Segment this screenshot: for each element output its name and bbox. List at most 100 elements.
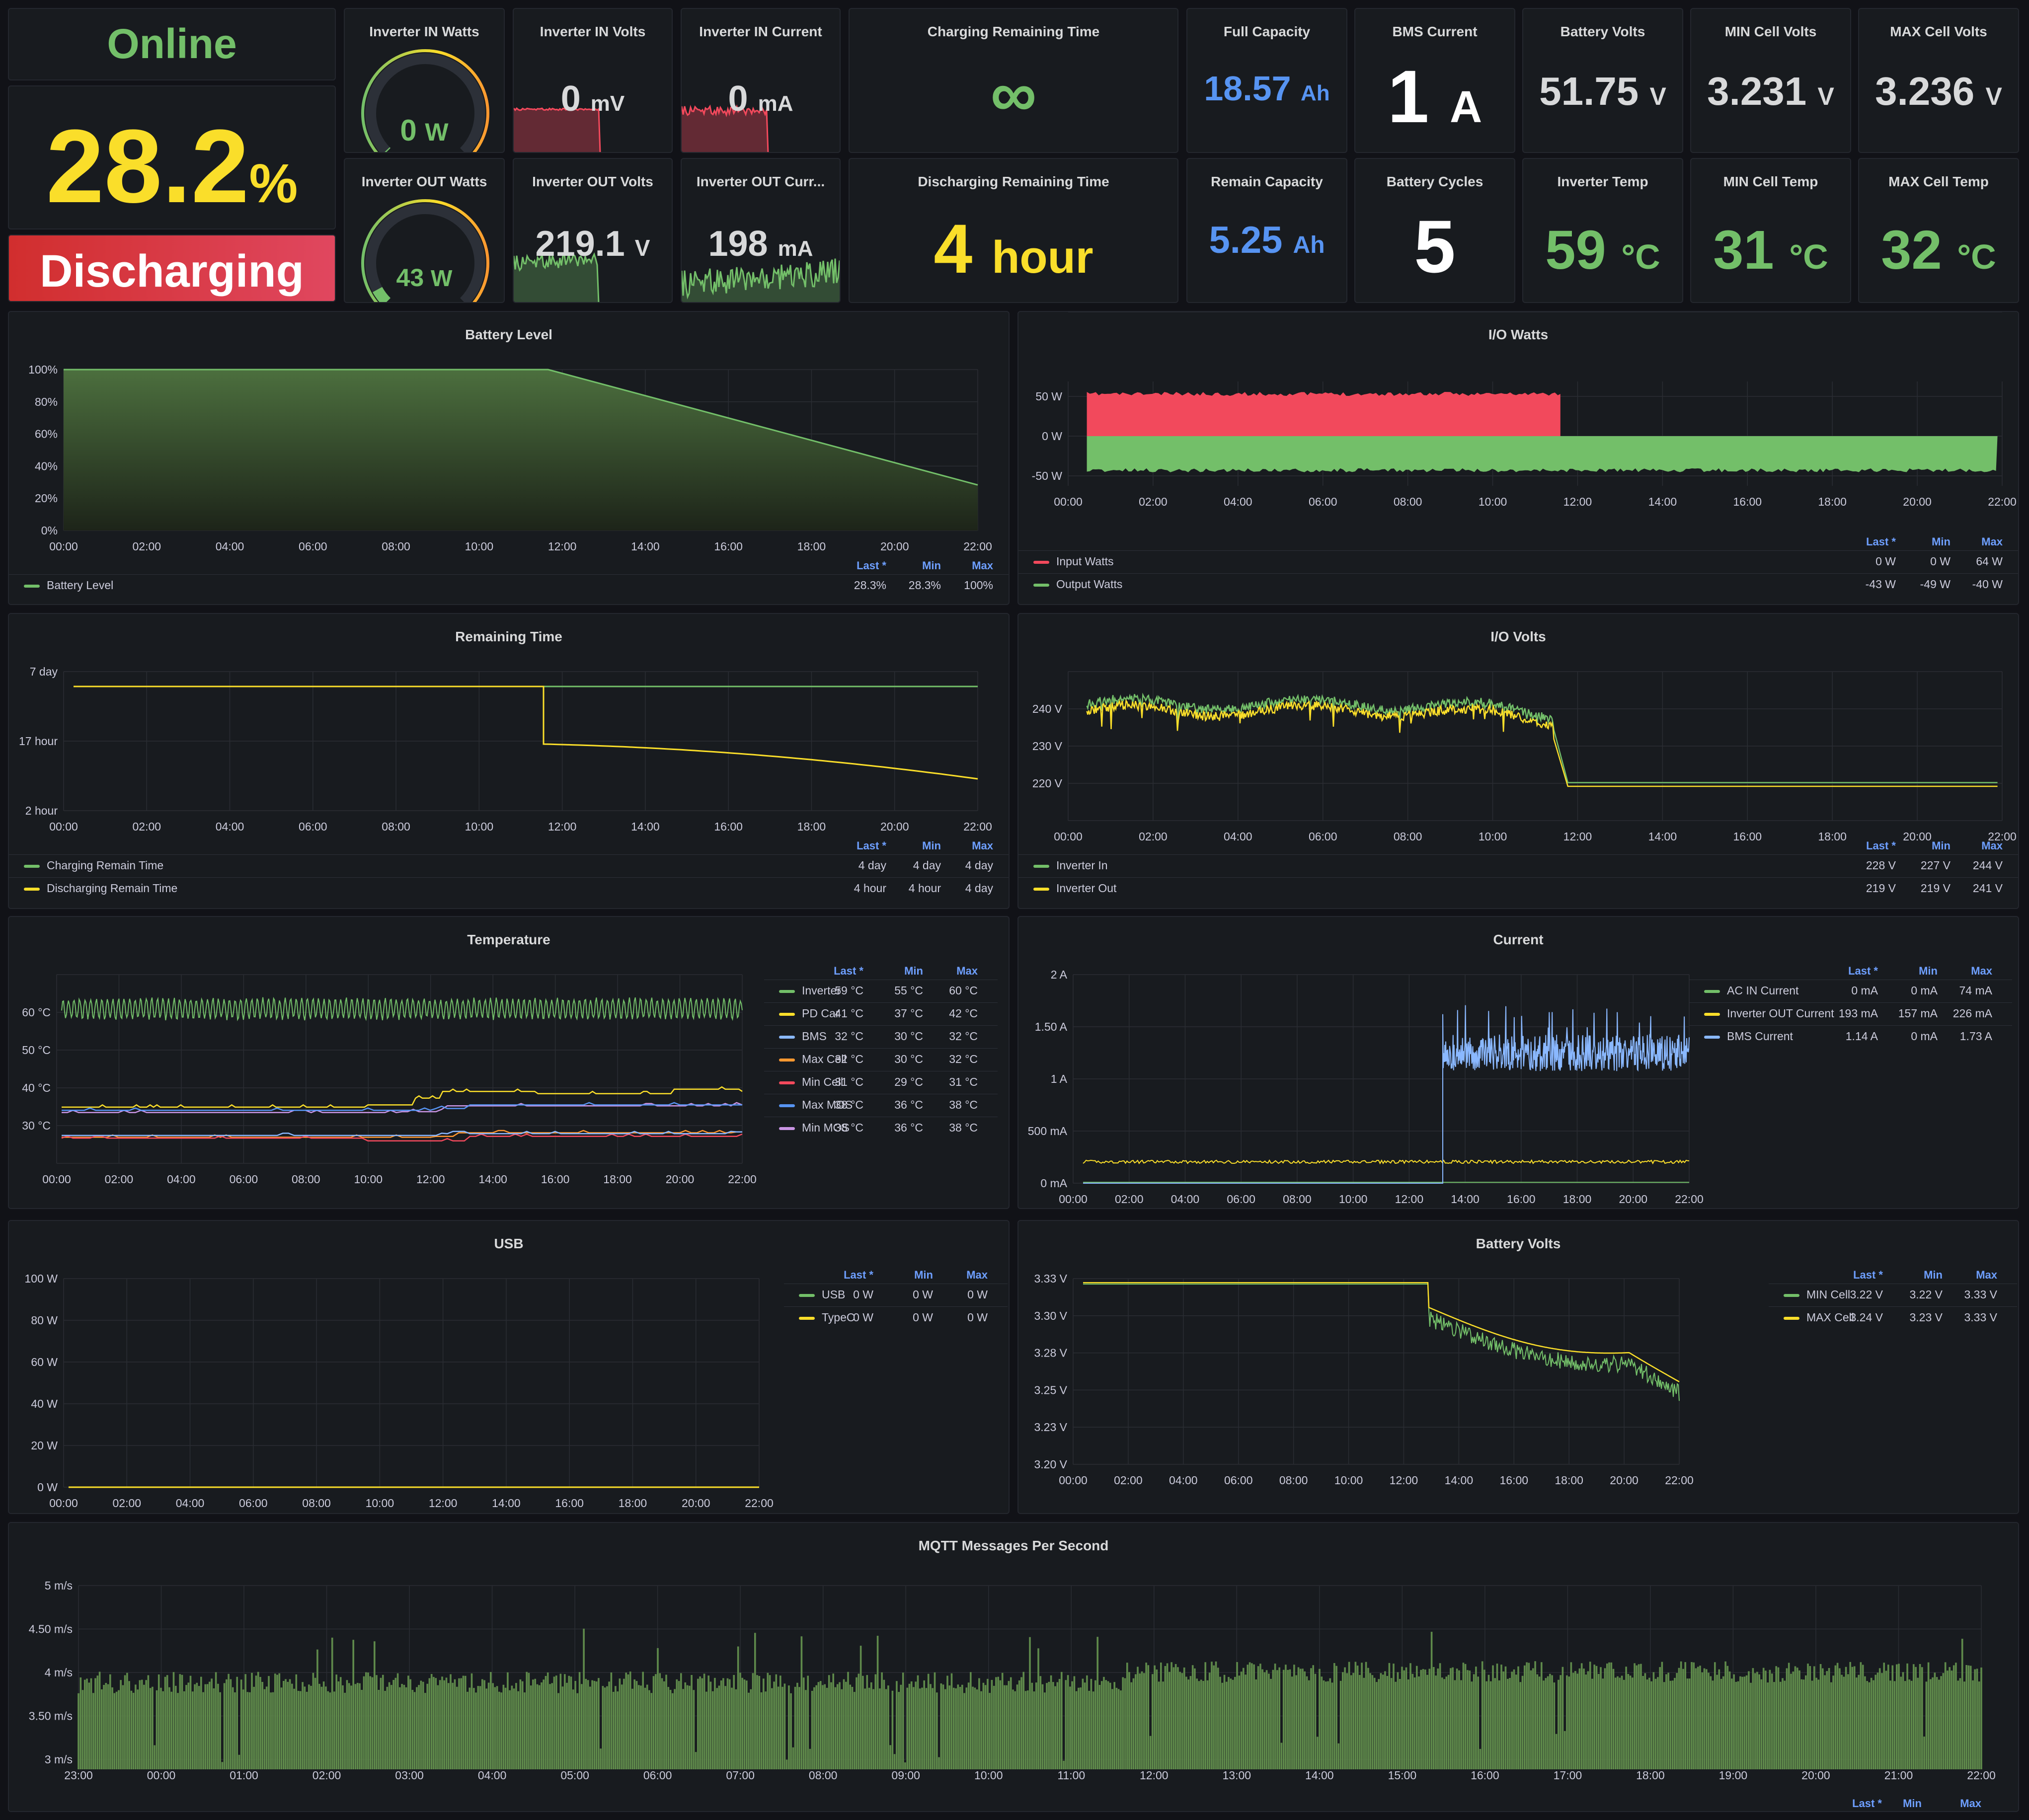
legend-name: Input Watts bbox=[1056, 555, 1114, 568]
x-tick-label: 22:00 bbox=[728, 1173, 757, 1186]
x-tick-label: 22:00 bbox=[1665, 1474, 1694, 1487]
legend-last: 4 hour bbox=[854, 882, 886, 895]
legend-last: 0 W bbox=[853, 1288, 873, 1301]
legend-min: 0 W bbox=[913, 1288, 933, 1301]
legend-item[interactable]: Battery Level 28.3% 28.3% 100% bbox=[9, 574, 1009, 597]
legend-item[interactable]: Inverter In 228 V 227 V 244 V bbox=[1018, 854, 2018, 877]
legend-name: BMS bbox=[802, 1030, 827, 1043]
x-tick-label: 04:00 bbox=[1224, 830, 1252, 843]
legend-min: 36 °C bbox=[894, 1121, 923, 1134]
sparkline-line bbox=[514, 107, 601, 152]
x-tick-label: 14:00 bbox=[631, 540, 660, 553]
legend-item[interactable]: Max Cell 32 °C 30 °C 32 °C bbox=[764, 1048, 998, 1071]
status-state-panel: Discharging bbox=[8, 234, 336, 302]
temperature-panel: Temperature 60 °C 50 °C 40 °C 30 °C 00:00 02:… bbox=[8, 916, 1010, 1209]
current-chart: 2 A 1.50 A 1 A 500 mA 0 mA 00:00 02:00 04:00 06:… bbox=[1028, 968, 1704, 1206]
series-line bbox=[62, 1102, 742, 1111]
legend-min: 219 V bbox=[1920, 882, 1951, 895]
legend-item[interactable]: Input Watts 0 W 0 W 64 W bbox=[1018, 550, 2018, 573]
x-tick-label: 02:00 bbox=[132, 820, 161, 833]
series-line bbox=[1086, 692, 1998, 783]
x-tick-label: 22:00 bbox=[963, 540, 992, 553]
legend-min: 3.22 V bbox=[1909, 1288, 1943, 1301]
legend-item[interactable]: Inverter OUT Current 193 mA 157 mA 226 mA bbox=[1689, 1002, 2012, 1025]
remain-capacity-value: 5.25 Ah bbox=[1209, 219, 1325, 261]
x-tick-label: 12:00 bbox=[1140, 1769, 1169, 1782]
legend-item[interactable]: Inverter 59 °C 55 °C 60 °C bbox=[764, 980, 998, 1002]
status-online-panel: Online bbox=[8, 8, 336, 80]
legend-last: 38 °C bbox=[835, 1098, 863, 1111]
legend-item[interactable]: BMS Current 1.14 A 0 mA 1.73 A bbox=[1689, 1025, 2012, 1048]
legend-item[interactable]: AC IN Current 0 mA 0 mA 74 mA bbox=[1689, 980, 2012, 1002]
y-tick-label: 3.28 V bbox=[1034, 1347, 1068, 1360]
status-percent-panel: 28.2% bbox=[8, 85, 336, 229]
legend-min: 28.3% bbox=[908, 579, 941, 592]
x-tick-label: 20:00 bbox=[1903, 495, 1932, 508]
legend-min: -49 W bbox=[1920, 578, 1951, 591]
legend-last: 193 mA bbox=[1838, 1007, 1878, 1020]
legend-last: 41 °C bbox=[835, 1007, 863, 1020]
x-tick-label: 16:00 bbox=[1733, 495, 1762, 508]
x-tick-label: 00:00 bbox=[49, 820, 78, 833]
charging-time-panel: Charging Remaining Time ∞ bbox=[849, 8, 1178, 153]
legend-item[interactable]: USB 0 W 0 W 0 W bbox=[784, 1284, 1008, 1306]
x-tick-label: 20:00 bbox=[1801, 1769, 1830, 1782]
legend-last: 1.14 A bbox=[1845, 1030, 1878, 1043]
legend-item[interactable]: PD Car 41 °C 37 °C 42 °C bbox=[764, 1002, 998, 1025]
series-line bbox=[1083, 1284, 1680, 1401]
x-tick-label: 12:00 bbox=[416, 1173, 445, 1186]
series-line bbox=[1083, 1159, 1690, 1165]
legend-item[interactable]: Min MOS 38 °C 36 °C 38 °C bbox=[764, 1117, 998, 1139]
legend-name: TypeC bbox=[822, 1311, 855, 1324]
legend-item[interactable]: Discharging Remain Time 4 hour 4 hour 4 day bbox=[9, 877, 1009, 900]
x-tick-label: 06:00 bbox=[239, 1497, 268, 1510]
x-tick-label: 00:00 bbox=[147, 1769, 176, 1782]
legend-item[interactable]: MAX Cell 3.24 V 3.23 V 3.33 V bbox=[1769, 1306, 2017, 1329]
battery-percent-unit: % bbox=[249, 153, 298, 214]
legend-item[interactable]: MIN Cell 3.22 V 3.22 V 3.33 V bbox=[1769, 1284, 2017, 1306]
x-tick-label: 22:00 bbox=[963, 820, 992, 833]
y-tick-label: 3.50 m/s bbox=[29, 1710, 73, 1723]
legend-header-last: Last * bbox=[857, 839, 886, 852]
x-tick-label: 08:00 bbox=[292, 1173, 320, 1186]
legend-last: -43 W bbox=[1865, 578, 1896, 591]
legend-name: Inverter bbox=[802, 984, 841, 997]
legend-item[interactable]: BMS 32 °C 30 °C 32 °C bbox=[764, 1025, 998, 1048]
x-tick-label: 13:00 bbox=[1223, 1769, 1251, 1782]
legend-item[interactable]: Max MOS 38 °C 36 °C 38 °C bbox=[764, 1094, 998, 1117]
x-tick-label: 20:00 bbox=[1610, 1474, 1639, 1487]
y-tick-label: 40% bbox=[35, 459, 58, 472]
x-tick-label: 04:00 bbox=[216, 540, 244, 553]
legend-header-max: Max bbox=[1981, 839, 2003, 852]
x-tick-label: 21:00 bbox=[1884, 1769, 1913, 1782]
legend-item[interactable]: Charging Remain Time 4 day 4 day 4 day bbox=[9, 854, 1009, 877]
legend-min: 55 °C bbox=[894, 984, 923, 997]
x-tick-label: 18:00 bbox=[1818, 830, 1847, 843]
y-tick-label: 7 day bbox=[30, 665, 58, 678]
x-tick-label: 14:00 bbox=[492, 1497, 521, 1510]
x-tick-label: 22:00 bbox=[1675, 1193, 1704, 1206]
panel-title: Remain Capacity bbox=[1211, 174, 1323, 189]
legend-item[interactable]: Inverter Out 219 V 219 V 241 V bbox=[1018, 877, 2018, 900]
legend-name: Max Cell bbox=[802, 1053, 847, 1065]
x-tick-label: 10:00 bbox=[974, 1769, 1003, 1782]
x-tick-label: 06:00 bbox=[1227, 1193, 1255, 1206]
mqtt-chart: 5 m/s 4.50 m/s 4 m/s 3.50 m/s 3 m/s 23:00 00:0… bbox=[29, 1579, 1996, 1782]
legend-name: MIN Cell bbox=[1806, 1288, 1851, 1301]
panel-title: Full Capacity bbox=[1223, 24, 1311, 39]
legend-min: 36 °C bbox=[894, 1098, 923, 1111]
legend-max: 3.33 V bbox=[1964, 1311, 1998, 1324]
x-tick-label: 09:00 bbox=[891, 1769, 920, 1782]
legend-item[interactable]: Output Watts -43 W -49 W -40 W bbox=[1018, 573, 2018, 596]
x-tick-label: 06:00 bbox=[1309, 495, 1337, 508]
legend-item[interactable]: Min Cell 31 °C 29 °C 31 °C bbox=[764, 1071, 998, 1094]
battery-level-panel: Battery Level 100% 80% 60% 40% 20% 0% 00:00 02:… bbox=[8, 311, 1010, 605]
legend-name: Inverter OUT Current bbox=[1727, 1007, 1834, 1020]
legend-swatch bbox=[779, 1127, 795, 1130]
x-tick-label: 10:00 bbox=[1339, 1193, 1368, 1206]
x-tick-label: 00:00 bbox=[49, 540, 78, 553]
legend-max: 38 °C bbox=[949, 1098, 978, 1111]
sparkline-area bbox=[682, 258, 840, 302]
x-tick-label: 10:00 bbox=[1479, 495, 1507, 508]
